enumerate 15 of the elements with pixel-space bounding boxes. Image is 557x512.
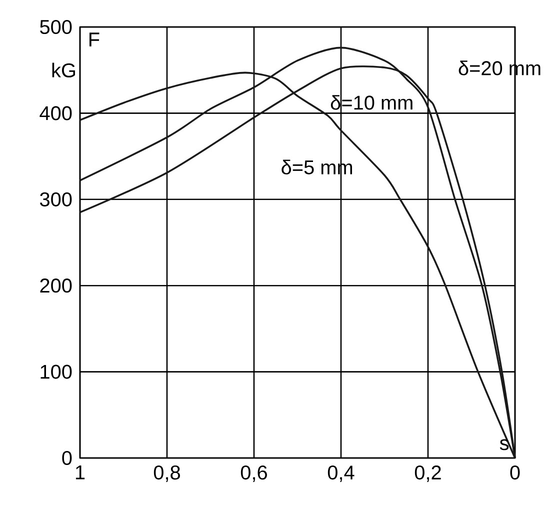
x-tick-label: 0,8	[154, 466, 180, 482]
x-tick-label: 0,6	[240, 466, 267, 482]
x-axis-title: s	[500, 439, 509, 450]
y-tick-label: 200	[40, 278, 72, 293]
text: kG	[52, 62, 75, 78]
x-tick-label: 1	[76, 466, 85, 480]
y-tick-label: 0	[62, 450, 72, 466]
y-tick-label: 300	[40, 192, 72, 206]
x-tick-label: 0	[510, 466, 520, 480]
y-tick-label: 400	[40, 106, 72, 120]
y-axis-title: F	[90, 32, 100, 46]
y-tick-label: 100	[40, 364, 72, 379]
x-tick-label: 0,4	[328, 466, 354, 482]
x-tick-label: 0,2	[414, 466, 441, 482]
y-tick-label: 500	[40, 20, 72, 34]
